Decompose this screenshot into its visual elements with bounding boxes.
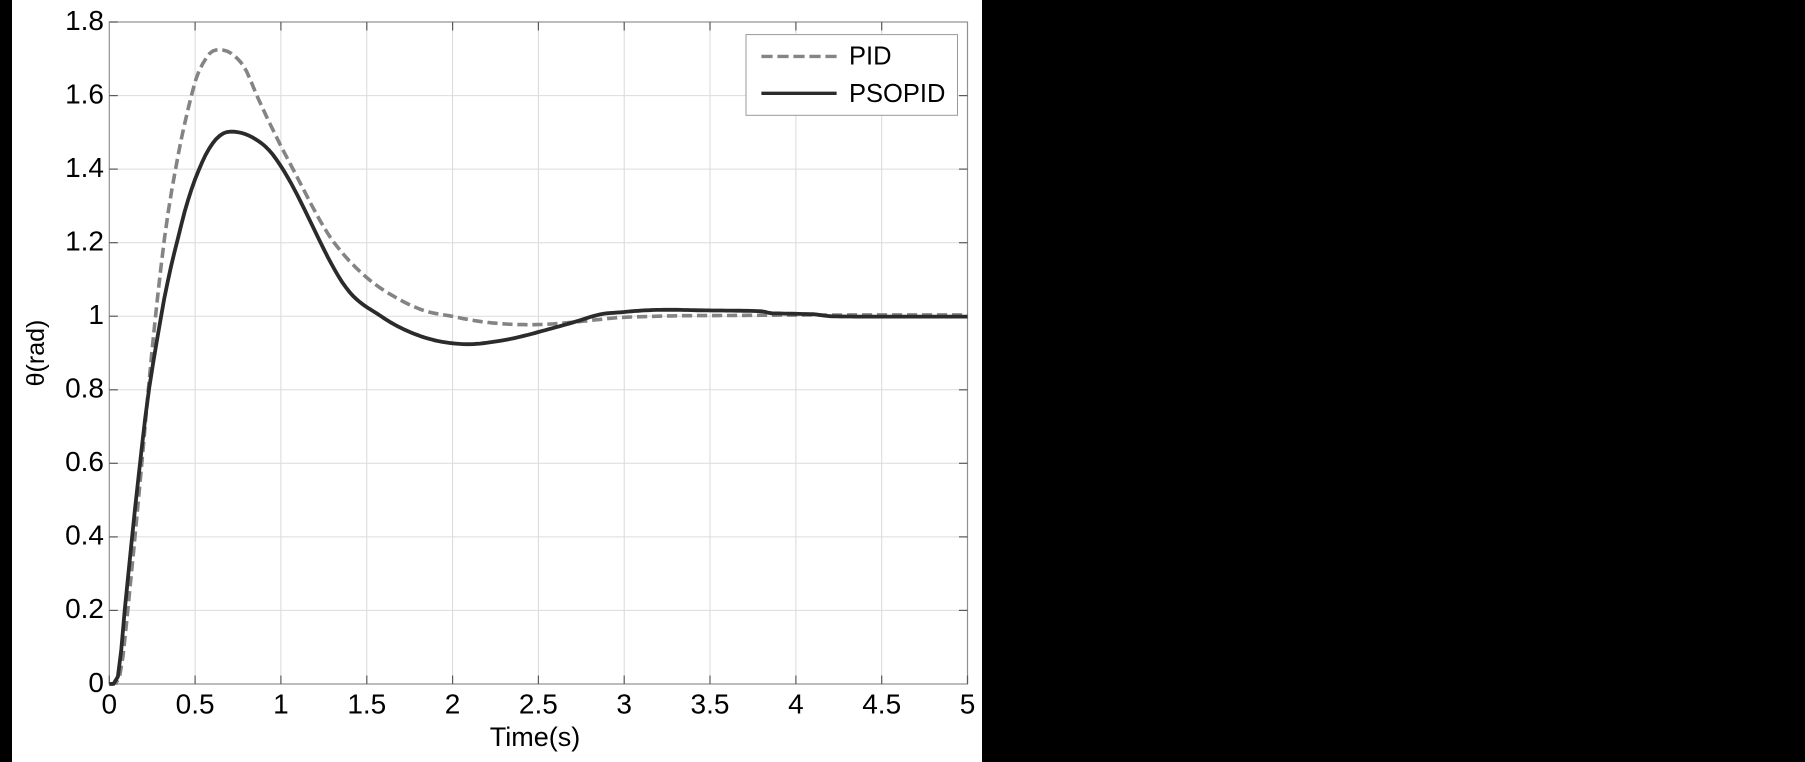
- svg-text:PID: PID: [849, 43, 892, 71]
- svg-text:1.8: 1.8: [65, 5, 104, 36]
- svg-text:Time(s): Time(s): [490, 722, 580, 752]
- svg-text:2: 2: [445, 689, 461, 720]
- svg-text:0.4: 0.4: [65, 520, 104, 551]
- svg-text:4: 4: [788, 689, 804, 720]
- svg-text:0.8: 0.8: [65, 373, 104, 404]
- svg-text:1.6: 1.6: [65, 78, 104, 109]
- svg-text:0: 0: [88, 667, 104, 698]
- svg-text:3.5: 3.5: [691, 689, 730, 720]
- svg-text:PSOPID: PSOPID: [849, 80, 945, 108]
- svg-text:1: 1: [88, 299, 104, 330]
- svg-text:1.5: 1.5: [347, 689, 386, 720]
- svg-text:1: 1: [273, 689, 289, 720]
- svg-text:θ(rad): θ(rad): [22, 320, 50, 387]
- svg-text:5: 5: [960, 689, 976, 720]
- svg-text:0.5: 0.5: [176, 689, 215, 720]
- svg-text:4.5: 4.5: [862, 689, 901, 720]
- svg-text:2.5: 2.5: [519, 689, 558, 720]
- svg-text:1.2: 1.2: [65, 226, 104, 257]
- svg-text:1.4: 1.4: [65, 152, 104, 183]
- svg-text:3: 3: [616, 689, 632, 720]
- svg-text:0.6: 0.6: [65, 446, 104, 477]
- svg-text:0.2: 0.2: [65, 593, 104, 624]
- svg-text:0: 0: [102, 689, 118, 720]
